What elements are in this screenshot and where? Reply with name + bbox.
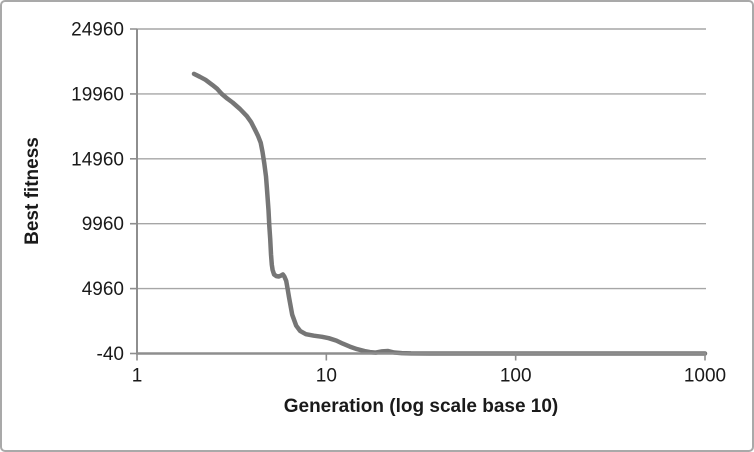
gridlines [137,28,706,355]
x-axis-title: Generation (log scale base 10) [283,396,559,417]
y-tick-label: 24960 [71,20,124,41]
axes [130,28,706,361]
tick-labels: 24960 19960 14960 9960 4960 -40 1 10 100 1000 [71,20,726,387]
y-axis-title: Best fitness [22,137,43,245]
x-tick-label: 10 [316,366,337,387]
x-tick-label: 1 [132,366,143,387]
x-tick-label: 1000 [684,366,726,387]
y-tick-label: 14960 [71,149,124,170]
y-tick-label: 4960 [82,279,124,300]
y-tick-label: 19960 [71,84,124,105]
y-tick-label: 9960 [82,214,124,235]
best-fitness-line [191,71,708,356]
y-tick-label: -40 [97,344,124,365]
series-lines [191,71,708,356]
x-tick-label: 100 [500,366,532,387]
